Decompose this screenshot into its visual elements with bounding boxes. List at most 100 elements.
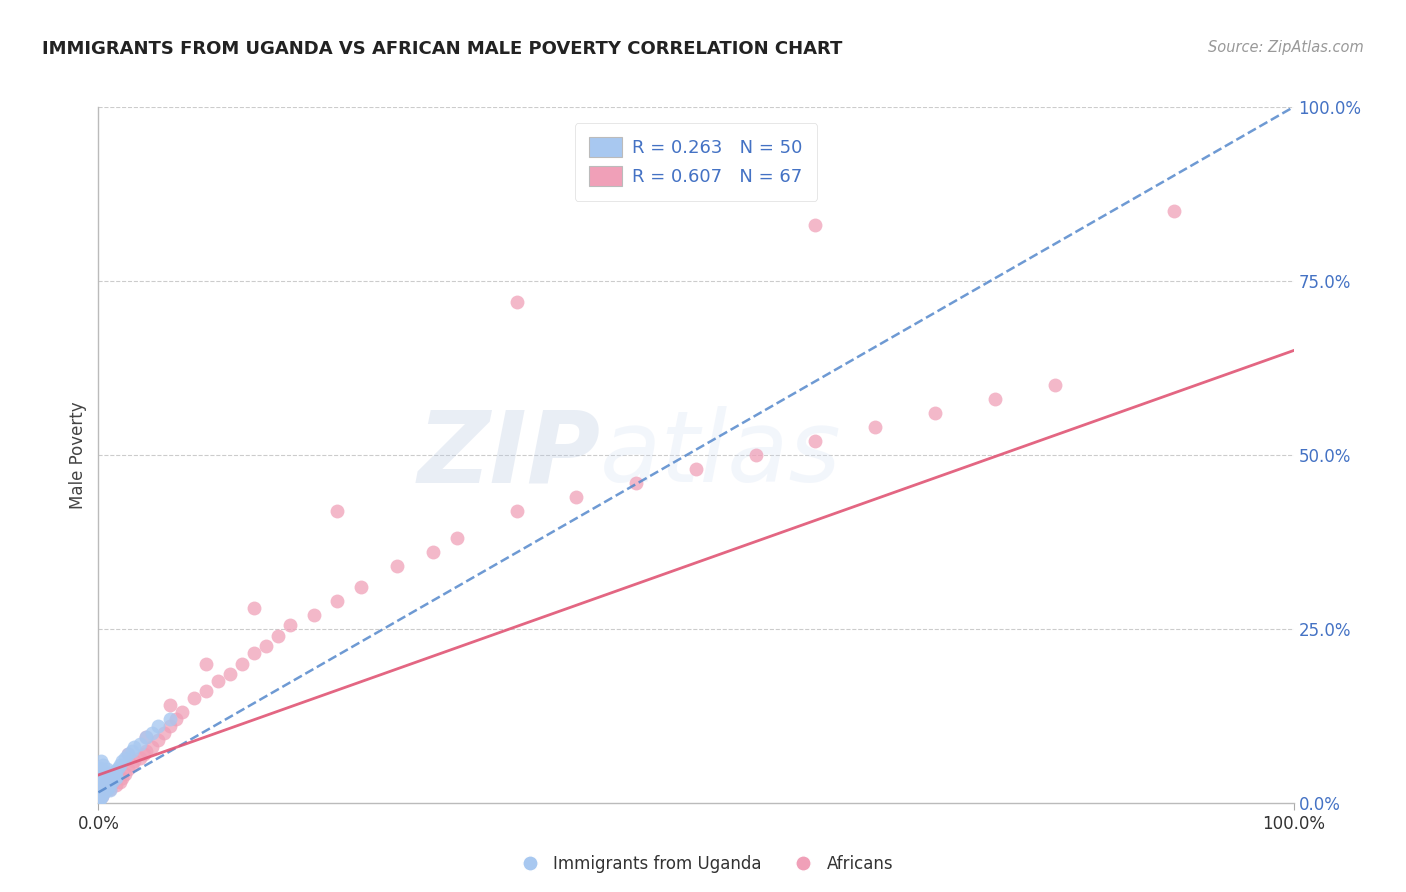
Point [98, 768, 122, 782]
Point [96, 775, 118, 789]
Point [97, 780, 120, 795]
Text: ZIP: ZIP [418, 407, 600, 503]
Point [129, 737, 152, 751]
Point [91, 778, 114, 792]
Point [114, 766, 136, 780]
Point [863, 420, 887, 434]
Point [93, 783, 115, 797]
Point [745, 448, 768, 462]
Point [159, 698, 181, 713]
Point [103, 769, 125, 783]
Point [89, 761, 111, 775]
Point [111, 754, 134, 768]
Point [159, 719, 181, 733]
Point [91, 757, 114, 772]
Point [91, 789, 114, 803]
Point [278, 618, 301, 632]
Point [804, 219, 827, 233]
Point [94, 781, 117, 796]
Point [506, 294, 529, 309]
Point [124, 740, 146, 755]
Point [183, 691, 205, 706]
Point [91, 783, 114, 797]
Point [105, 764, 128, 779]
Point [100, 776, 122, 790]
Point [141, 740, 163, 755]
Point [98, 772, 121, 786]
Point [243, 646, 266, 660]
Point [90, 772, 112, 786]
Point [302, 607, 325, 622]
Point [326, 594, 349, 608]
Point [1043, 378, 1066, 392]
Point [103, 768, 125, 782]
Point [107, 768, 129, 782]
Point [350, 580, 373, 594]
Point [111, 772, 134, 786]
Point [141, 726, 163, 740]
Point [98, 778, 121, 792]
Point [93, 783, 115, 797]
Point [207, 674, 229, 689]
Point [91, 785, 114, 799]
Point [101, 772, 124, 786]
Point [626, 475, 648, 490]
Point [117, 747, 139, 761]
Point [105, 769, 128, 783]
Point [231, 657, 253, 671]
Point [89, 781, 111, 796]
Point [117, 747, 139, 761]
Point [326, 503, 349, 517]
Point [159, 712, 181, 726]
Point [148, 733, 170, 747]
Point [100, 775, 122, 789]
Point [924, 406, 946, 420]
Point [129, 750, 152, 764]
Point [506, 503, 529, 517]
Point [93, 764, 115, 779]
Point [194, 657, 218, 671]
Point [135, 744, 157, 758]
Point [101, 773, 124, 788]
Point [148, 719, 170, 733]
Point [267, 629, 290, 643]
Text: atlas: atlas [600, 407, 842, 503]
Point [97, 781, 120, 796]
Point [132, 747, 155, 761]
Point [98, 783, 122, 797]
Point [104, 764, 127, 779]
Point [804, 434, 827, 448]
Point [114, 750, 136, 764]
Y-axis label: Male Poverty: Male Poverty [69, 401, 87, 508]
Point [446, 532, 468, 546]
Point [98, 781, 122, 796]
Point [1163, 204, 1185, 219]
Point [194, 684, 218, 698]
Point [94, 781, 117, 796]
Point [685, 462, 707, 476]
Point [107, 761, 129, 775]
Point [984, 392, 1007, 407]
Legend: R = 0.263   N = 50, R = 0.607   N = 67: R = 0.263 N = 50, R = 0.607 N = 67 [575, 123, 817, 201]
Point [91, 768, 114, 782]
Point [90, 754, 112, 768]
Point [135, 730, 157, 744]
Point [108, 775, 131, 789]
Point [91, 789, 114, 803]
Point [94, 780, 117, 795]
Point [91, 781, 114, 796]
Point [98, 775, 122, 789]
Point [565, 490, 588, 504]
Point [97, 778, 120, 792]
Point [90, 790, 112, 805]
Point [91, 785, 114, 799]
Point [135, 730, 157, 744]
Point [90, 783, 112, 797]
Point [93, 780, 115, 795]
Legend: Immigrants from Uganda, Africans: Immigrants from Uganda, Africans [506, 848, 900, 880]
Point [124, 754, 146, 768]
Text: IMMIGRANTS FROM UGANDA VS AFRICAN MALE POVERTY CORRELATION CHART: IMMIGRANTS FROM UGANDA VS AFRICAN MALE P… [42, 40, 842, 58]
Point [165, 712, 187, 726]
Point [172, 706, 194, 720]
Point [105, 772, 128, 786]
